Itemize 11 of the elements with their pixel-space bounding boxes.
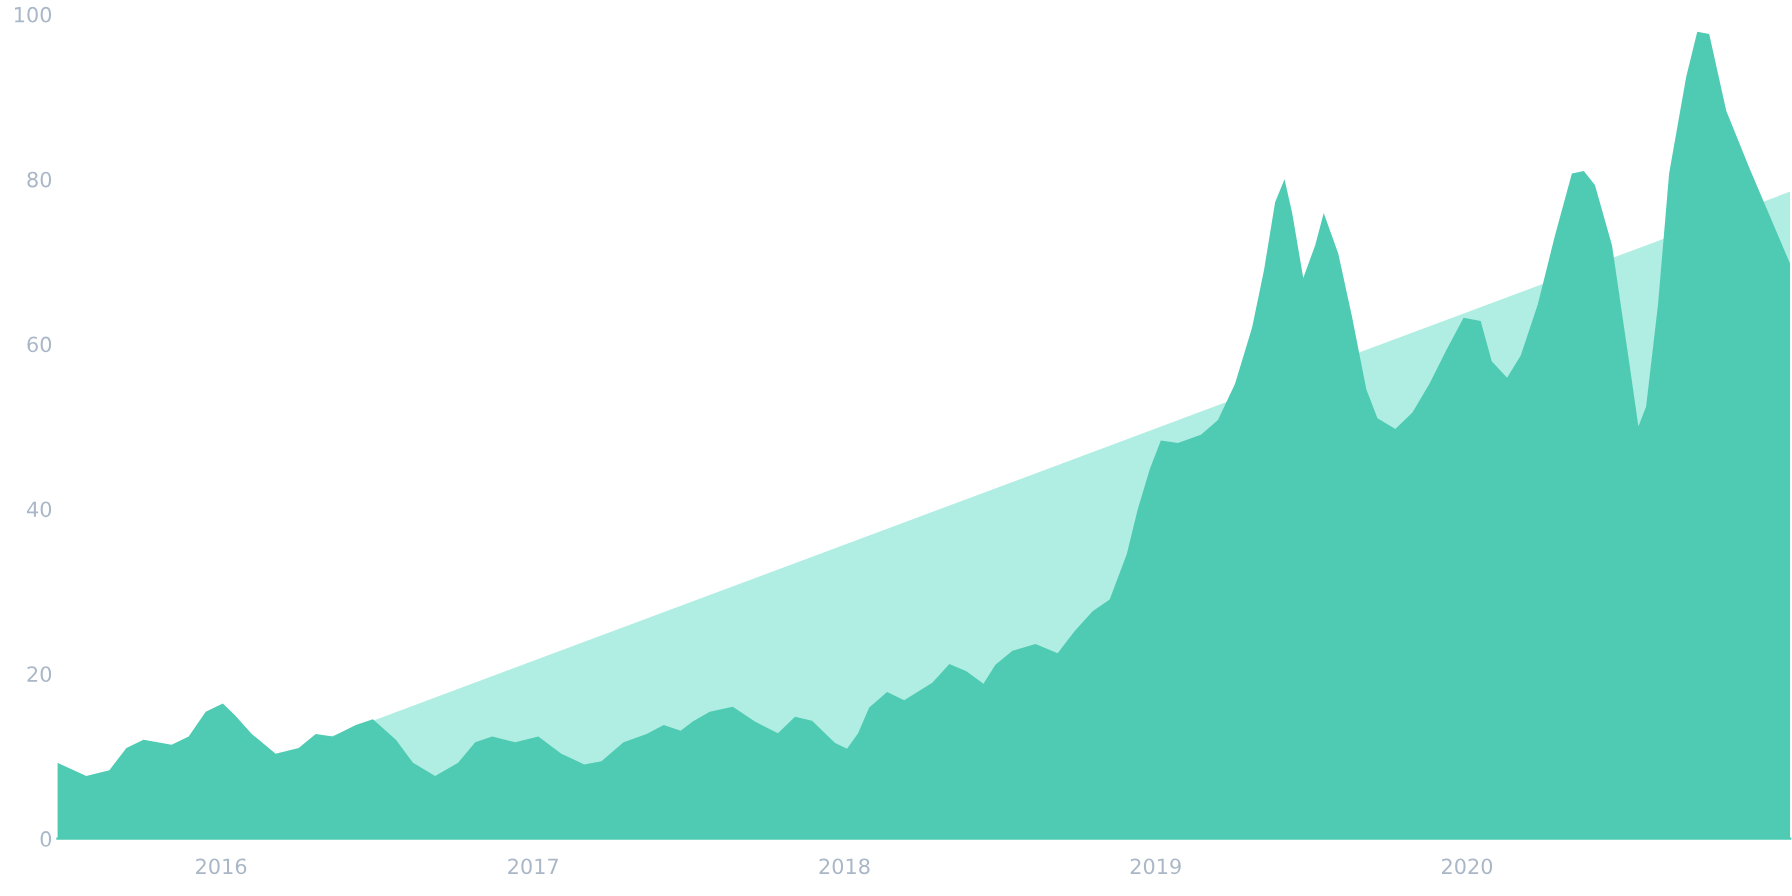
x-tick-label: 2020 <box>1442 858 1493 875</box>
x-tick-label: 2017 <box>508 858 558 875</box>
y-tick-label: 20 <box>27 666 52 682</box>
y-tick-label: 60 <box>27 336 52 353</box>
x-tick-label: 2019 <box>1130 858 1181 875</box>
y-tick-label: 0 <box>40 831 52 847</box>
y-tick-label: 40 <box>26 501 52 518</box>
y-tick-label: 80 <box>27 171 52 188</box>
y-tick-label: 100 <box>15 6 52 23</box>
x-tick-label: 2018 <box>819 858 870 875</box>
x-tick-label: 2016 <box>196 858 247 875</box>
